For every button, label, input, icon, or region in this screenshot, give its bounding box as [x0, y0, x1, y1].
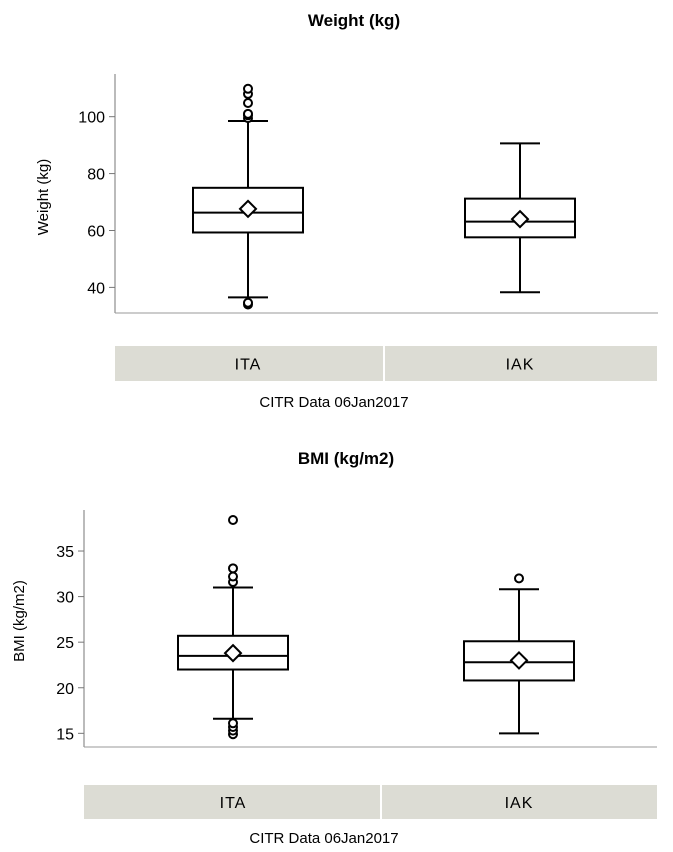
- bmi-panel: BMI (kg/m2) BMI (kg/m2) 15 20 25 30 35 ITA IA…: [11, 449, 657, 847]
- bmi-plot-area: 15 20 25 30 35: [56, 510, 657, 748]
- weight-category-label-ita: ITA: [235, 357, 262, 374]
- bmi-box-iak: [463, 573, 575, 735]
- weight-panel: Weight (kg) Weight (kg) 40 60 80 100 ITA IAK…: [35, 11, 658, 411]
- bmi-y-axis-label: BMI (kg/m2): [11, 580, 28, 662]
- outlier-point: [243, 108, 253, 119]
- bmi-category-band: ITA IAK: [84, 785, 657, 819]
- bmi-category-label-ita: ITA: [220, 795, 247, 812]
- weight-y-axis-label: Weight (kg): [35, 159, 52, 235]
- outlier-point: [228, 563, 238, 574]
- weight-y-tick-label: 80: [87, 167, 105, 184]
- weight-chart-title: Weight (kg): [308, 11, 400, 30]
- mean-marker: [223, 643, 243, 663]
- weight-category-label-iak: IAK: [506, 357, 535, 374]
- weight-footnote: CITR Data 06Jan2017: [259, 394, 408, 411]
- weight-category-band: ITA IAK: [115, 346, 657, 381]
- bmi-box-ita: [177, 515, 289, 740]
- weight-box-iak: [464, 142, 576, 294]
- mean-marker: [509, 650, 529, 670]
- bmi-category-band-bg: [84, 785, 657, 819]
- mean-marker: [238, 199, 258, 219]
- bmi-category-label-iak: IAK: [505, 795, 534, 812]
- outlier-point: [228, 515, 238, 526]
- weight-y-tick-label: 100: [78, 110, 105, 127]
- bmi-y-tick-label: 30: [56, 590, 74, 607]
- weight-y-tick-label: 60: [87, 223, 105, 240]
- bmi-y-tick-label: 35: [56, 544, 74, 561]
- outlier-point: [243, 83, 253, 94]
- outlier-point: [514, 573, 524, 584]
- bmi-chart-title: BMI (kg/m2): [298, 449, 394, 468]
- outlier-point: [228, 718, 238, 729]
- bmi-y-tick-label: 20: [56, 681, 74, 698]
- weight-plot-area: 40 60 80 100: [78, 74, 658, 314]
- outlier-point: [243, 297, 253, 308]
- outlier-point: [243, 98, 253, 109]
- weight-category-band-bg: [115, 346, 657, 381]
- mean-marker: [510, 209, 530, 229]
- bmi-y-tick-label: 15: [56, 726, 74, 743]
- weight-y-tick-label: 40: [87, 280, 105, 297]
- weight-box-ita: [192, 83, 304, 310]
- bmi-y-tick-label: 25: [56, 635, 74, 652]
- outlier-point: [228, 571, 238, 582]
- bmi-footnote: CITR Data 06Jan2017: [249, 830, 398, 847]
